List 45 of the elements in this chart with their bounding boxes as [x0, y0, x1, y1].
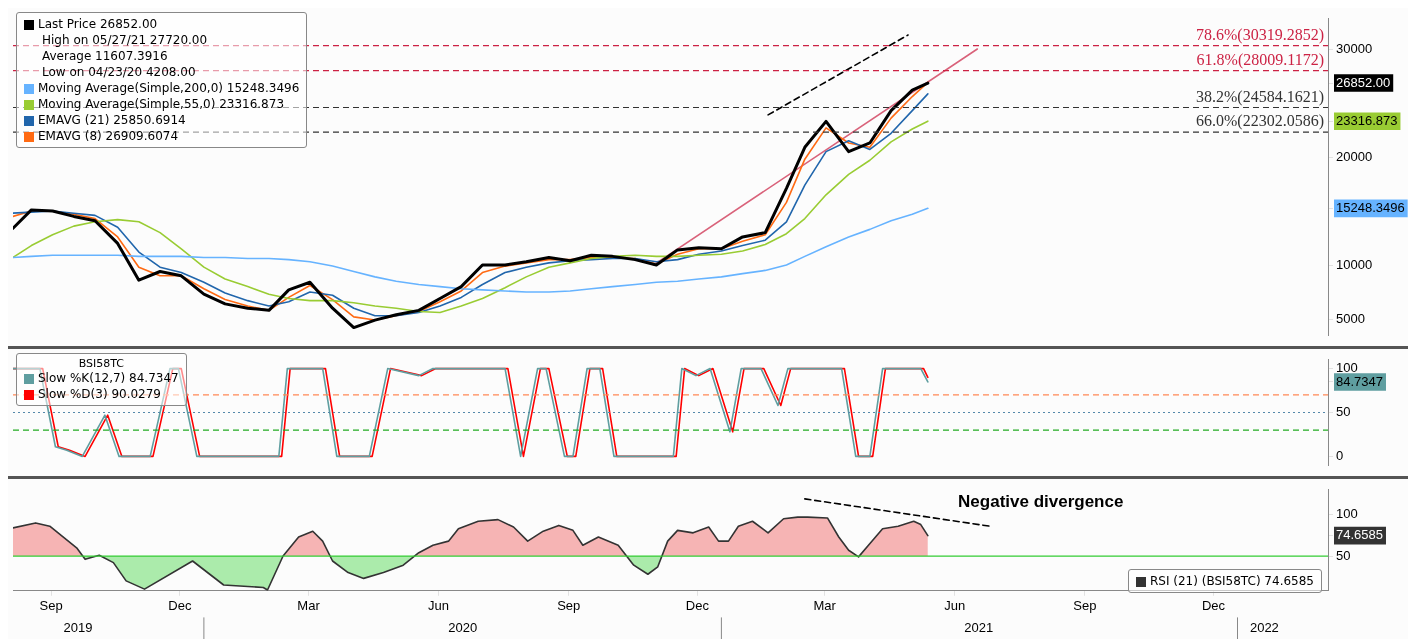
annotation: High on 05/27/21 27720.00 — [41, 32, 209, 48]
x-tick-label: Sep — [557, 598, 581, 614]
y-tick-label: 50 — [1336, 547, 1351, 563]
x-tick-label: Sep — [1073, 598, 1097, 614]
legend-label: Last Price 26852.00 — [38, 16, 159, 32]
y-tick-label: 50 — [1336, 404, 1351, 420]
y-tick-label: 84.7347 — [1336, 373, 1383, 389]
ref-line-label: 66.0%(22302.0586) — [1196, 112, 1324, 131]
x-tick-label: Sep — [39, 598, 63, 614]
annotation: Negative divergence — [958, 491, 1124, 511]
annotation: Low on 04/23/20 4208.00 — [41, 64, 197, 80]
y-tick-label: 74.6585 — [1336, 527, 1383, 543]
x-tick-label: Dec — [1201, 598, 1226, 614]
ref-line-label: 61.8%(28009.1172) — [1196, 50, 1324, 69]
y-tick-label: 30000 — [1336, 40, 1373, 56]
x2-tick-label: 2019 — [63, 619, 93, 635]
y-tick-label: 23316.873 — [1336, 112, 1398, 128]
legend-label: Slow %K(12,7) 84.7347 — [38, 370, 180, 386]
annotation: Average 11607.3916 — [41, 48, 169, 64]
y-tick-label: 100 — [1336, 506, 1358, 522]
x2-tick-label: 2022 — [1249, 619, 1279, 635]
y-tick-label: 15248.3496 — [1336, 199, 1405, 215]
x-tick-label: Dec — [685, 598, 710, 614]
legend-label: Slow %D(3) 90.0279 — [38, 386, 162, 402]
legend-label: Moving Average(Simple,200,0) 15248.3496 — [38, 80, 301, 96]
x2-tick-label: 2020 — [448, 619, 478, 635]
legend-label: EMAVG (21) 25850.6914 — [38, 112, 187, 128]
y-tick-label: 100 — [1336, 360, 1358, 376]
y-tick-label: 0 — [1336, 447, 1344, 463]
y-tick-label: 5000 — [1336, 310, 1365, 326]
x2-tick-label: 2021 — [964, 619, 994, 635]
x-tick-label: Jun — [428, 598, 450, 614]
legend-label: EMAVG (8) 26909.6074 — [38, 128, 180, 144]
legend-label: RSI (21) (BSI58TC) 74.6585 — [1149, 573, 1315, 589]
x-tick-label: Jun — [944, 598, 966, 614]
x-tick-label: Dec — [168, 598, 192, 614]
x-tick-label: Mar — [297, 598, 321, 614]
x-tick-label: Mar — [813, 598, 837, 614]
legend-label: Moving Average(Simple,55,0) 23316.873 — [38, 96, 286, 112]
ref-line-label: 78.6%(30319.2852) — [1196, 25, 1324, 44]
legend-title: BSI58TC — [77, 357, 126, 370]
y-tick-label: 26852.00 — [1336, 74, 1391, 90]
y-tick-label: 20000 — [1336, 148, 1373, 164]
ref-line-label: 38.2%(24584.1621) — [1196, 87, 1324, 106]
y-tick-label: 10000 — [1336, 256, 1373, 272]
